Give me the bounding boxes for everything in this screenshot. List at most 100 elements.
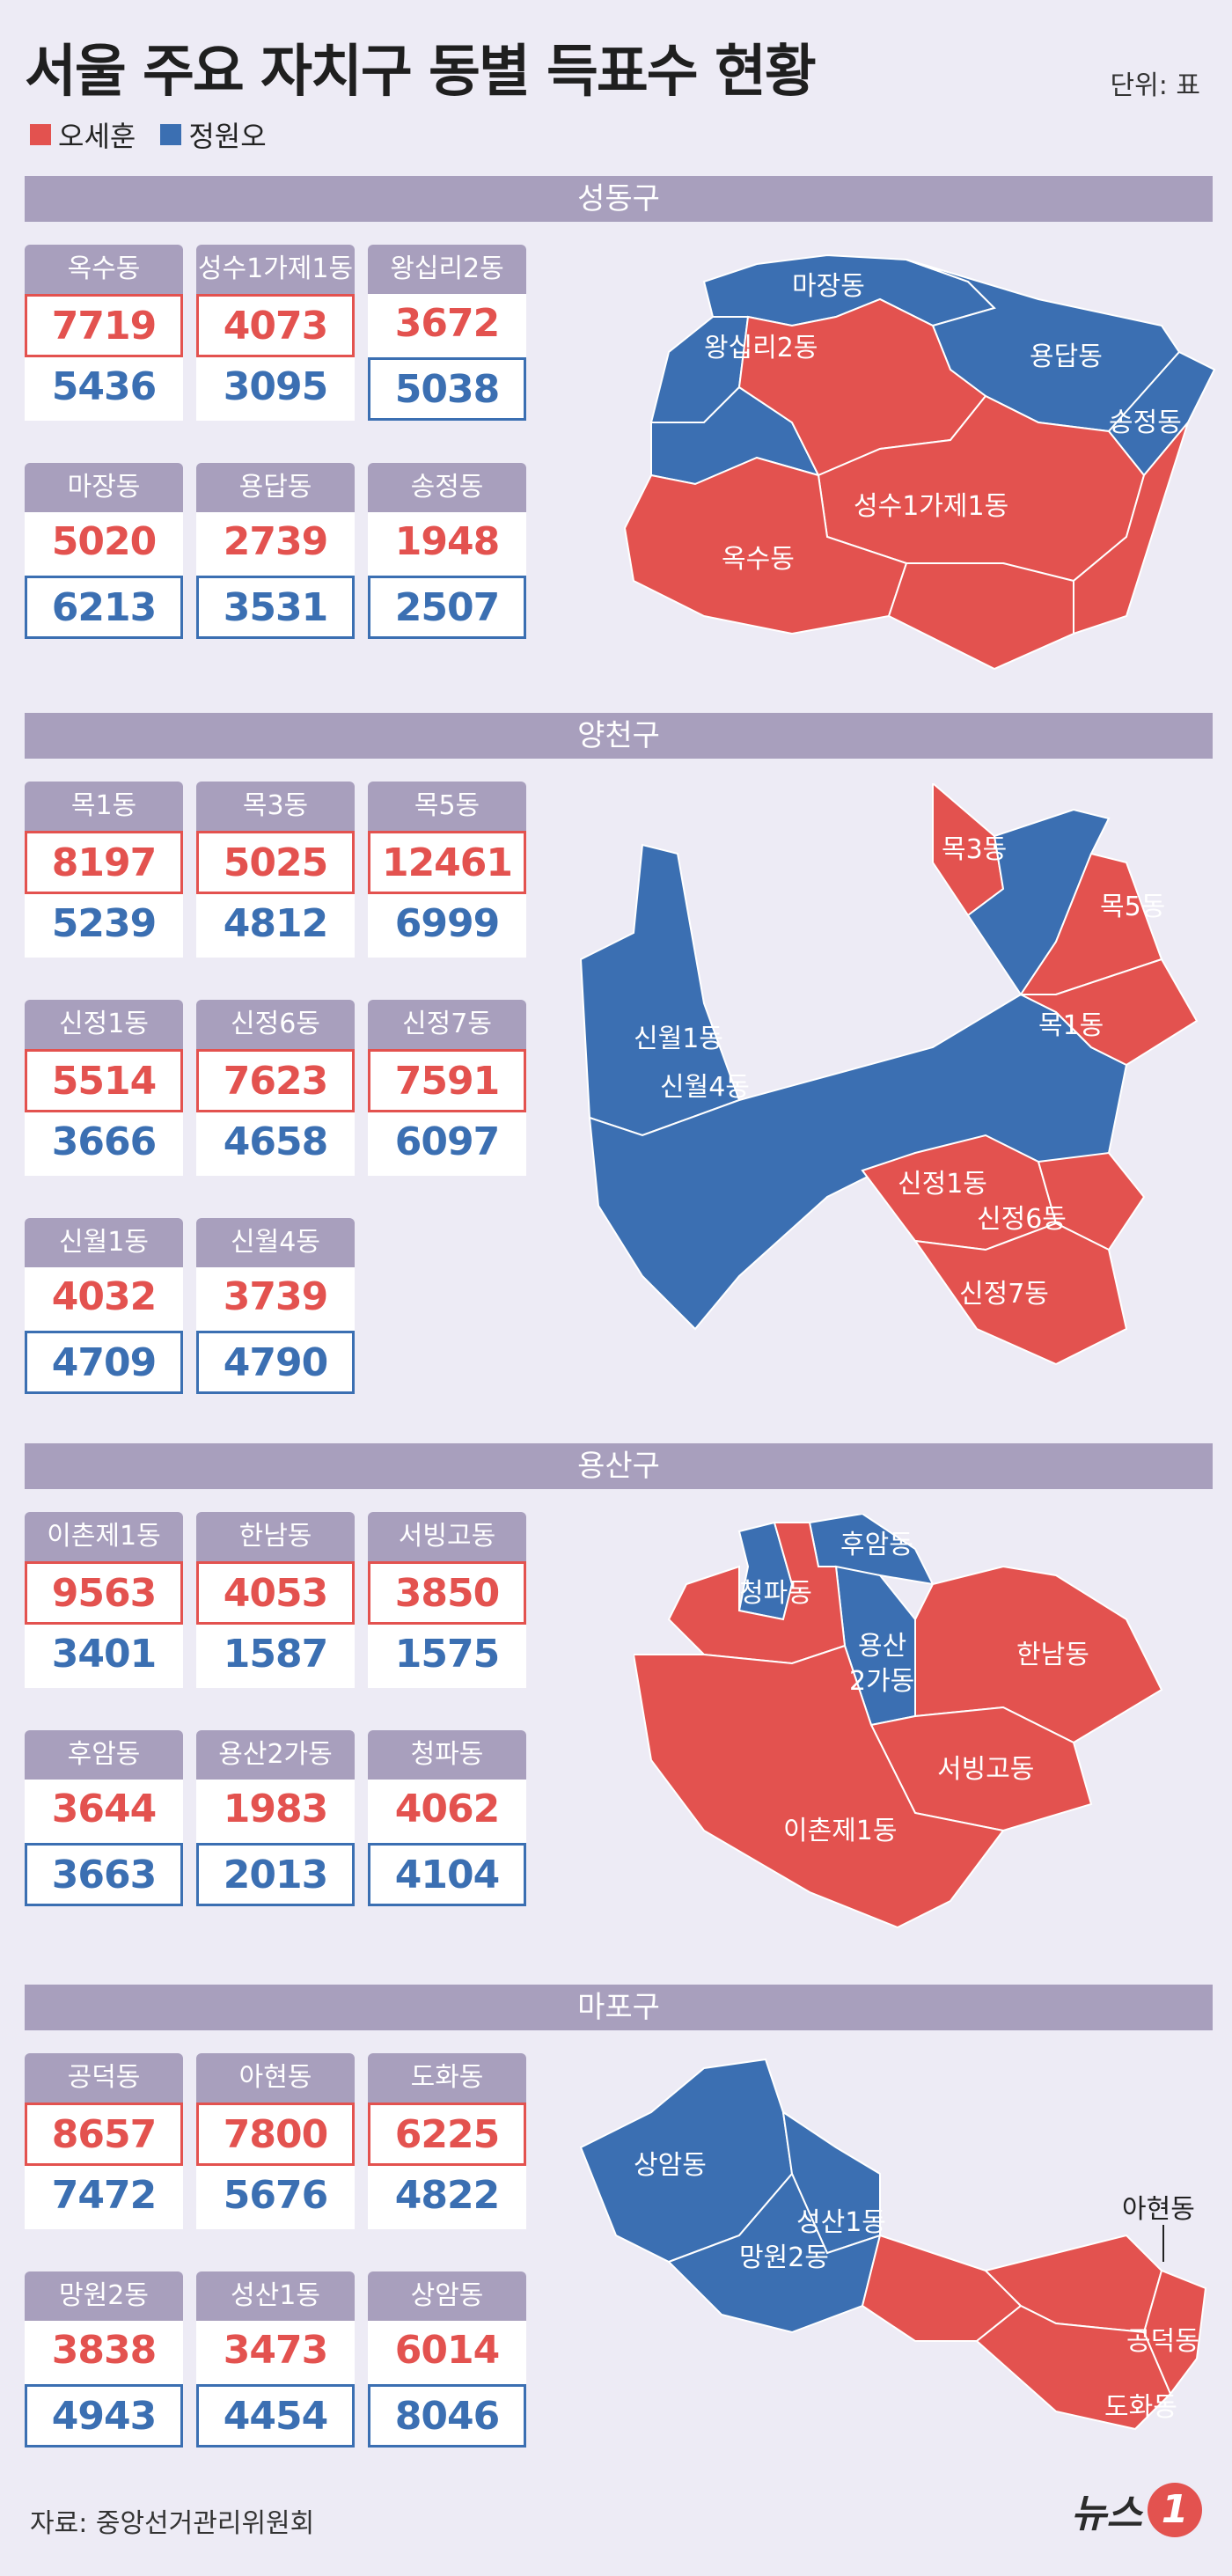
legend-label-jung: 정원오	[188, 120, 267, 153]
oh-votes: 1948	[368, 512, 526, 576]
dong-card: 마장동 5020 6213	[25, 463, 183, 639]
section-header-mapo: 마포구	[25, 1985, 1213, 2030]
dong-name: 송정동	[368, 463, 526, 512]
dong-name: 목3동	[196, 782, 355, 831]
dong-name: 아현동	[196, 2053, 355, 2103]
dong-name: 서빙고동	[368, 1512, 526, 1561]
jung-votes: 6213	[25, 576, 183, 639]
jung-votes: 3095	[196, 357, 355, 421]
dong-name: 상암동	[368, 2271, 526, 2321]
jung-votes: 7472	[25, 2166, 183, 2229]
source-note: 자료: 중앙선거관리위원회	[30, 2508, 315, 2539]
dong-name: 성산1동	[196, 2271, 355, 2321]
legend-label-oh: 오세훈	[58, 120, 136, 153]
oh-votes: 7591	[368, 1049, 526, 1112]
oh-votes: 3672	[368, 294, 526, 357]
dong-card: 한남동 4053 1587	[196, 1512, 355, 1688]
jung-votes: 3666	[25, 1112, 183, 1176]
dong-card: 성산1동 3473 4454	[196, 2271, 355, 2448]
map-region-ichon1	[634, 1644, 1005, 1929]
map-label-wangsimni: 왕십리2동	[704, 333, 818, 363]
map-label-sangam: 상암동	[634, 2150, 707, 2181]
jung-votes: 5436	[25, 357, 183, 421]
map-label-gongdeok: 공덕동	[1126, 2326, 1199, 2357]
map-label-mok3: 목3동	[942, 834, 1007, 865]
dong-name: 목5동	[368, 782, 526, 831]
oh-votes: 4053	[196, 1561, 355, 1625]
oh-votes: 9563	[25, 1561, 183, 1625]
dong-card: 옥수동 7719 5436	[25, 245, 183, 421]
oh-votes: 6225	[368, 2103, 526, 2166]
dong-card: 서빙고동 3850 1575	[368, 1512, 526, 1688]
oh-votes: 7800	[196, 2103, 355, 2166]
jung-votes: 3663	[25, 1843, 183, 1906]
jung-votes: 3531	[196, 576, 355, 639]
jung-votes: 4658	[196, 1112, 355, 1176]
oh-votes: 3850	[368, 1561, 526, 1625]
section-yongsan: 용산구 이촌제1동 9563 3401 한남동 4053 1587 서빙고동 3850 1575…	[25, 1443, 1213, 1963]
oh-votes: 3473	[196, 2321, 355, 2384]
map-region-sinjeong7	[913, 1222, 1128, 1366]
dong-name: 망원2동	[25, 2271, 183, 2321]
oh-votes: 5020	[25, 512, 183, 576]
jung-votes: 5676	[196, 2166, 355, 2229]
jung-votes: 4709	[25, 1331, 183, 1394]
legend-swatch-blue-icon	[160, 124, 182, 145]
oh-votes: 7719	[25, 294, 183, 357]
jung-votes: 5038	[368, 357, 526, 421]
map-label-mok1: 목1동	[1038, 1010, 1104, 1041]
dong-card: 성수1가제1동 4073 3095	[196, 245, 355, 421]
oh-votes: 8657	[25, 2103, 183, 2166]
map-label-yongdap: 용답동	[1030, 341, 1103, 372]
section-yangcheon: 양천구 목1동 8197 5239 목3동 5025 4812 목5동 12461 6999 신정…	[25, 713, 1213, 1417]
map-label-huam: 후암동	[840, 1530, 913, 1560]
dong-name: 청파동	[368, 1730, 526, 1780]
dong-card: 용산2가동 1983 2013	[196, 1730, 355, 1906]
dong-name: 공덕동	[25, 2053, 183, 2103]
map-label-majang: 마장동	[792, 271, 865, 302]
dong-card: 송정동 1948 2507	[368, 463, 526, 639]
dong-name: 왕십리2동	[368, 245, 526, 294]
jung-votes: 1587	[196, 1625, 355, 1688]
map-region-mok1	[1020, 958, 1199, 1067]
map-label-sinwol4: 신월4동	[660, 1072, 750, 1103]
section-seongdong: 성동구 옥수동 7719 5436 성수1가제1동 4073 3095 왕십리2동 3672 5…	[25, 176, 1216, 704]
map-label-cheongpa: 청파동	[739, 1578, 812, 1609]
map-label-ichon1: 이촌제1동	[783, 1816, 898, 1846]
map-seongdong: 마장동 왕십리2동 용답동 송정동 성수1가제1동 옥수동	[623, 253, 1216, 671]
dong-card: 청파동 4062 4104	[368, 1730, 526, 1906]
oh-votes: 4062	[368, 1780, 526, 1843]
dong-card: 상암동 6014 8046	[368, 2271, 526, 2448]
section-mapo: 마포구 공덕동 8657 7472 아현동 7800 5676 도화동 6225 4822 망원2…	[25, 1985, 1213, 2486]
jung-votes: 1575	[368, 1625, 526, 1688]
dong-card: 왕십리2동 3672 5038	[368, 245, 526, 421]
map-label-mok5: 목5동	[1100, 892, 1165, 922]
logo-mark-icon: 1	[1148, 2483, 1202, 2537]
legend-swatch-red-icon	[30, 124, 51, 145]
map-label-2gadong: 2가동	[849, 1666, 914, 1697]
jung-votes: 6999	[368, 894, 526, 958]
legend-item-oh: 오세훈	[30, 114, 136, 155]
jung-votes: 2507	[368, 576, 526, 639]
section-header-yongsan: 용산구	[25, 1443, 1213, 1489]
map-region-dohwa	[975, 2304, 1172, 2431]
oh-votes: 1983	[196, 1780, 355, 1843]
map-region-red-south	[887, 562, 1074, 671]
oh-votes: 5025	[196, 831, 355, 894]
oh-votes: 4073	[196, 294, 355, 357]
oh-votes: 6014	[368, 2321, 526, 2384]
dong-name: 마장동	[25, 463, 183, 512]
dong-name: 신정6동	[196, 1000, 355, 1049]
news1-logo: 뉴스 1	[1071, 2482, 1202, 2538]
dong-card: 이촌제1동 9563 3401	[25, 1512, 183, 1688]
oh-votes: 3644	[25, 1780, 183, 1843]
map-label-seobinggo: 서빙고동	[937, 1754, 1034, 1785]
dong-card: 신월4동 3739 4790	[196, 1218, 355, 1394]
map-label-sinwol1: 신월1동	[634, 1024, 723, 1054]
dong-name: 용산2가동	[196, 1730, 355, 1780]
dong-card: 신정1동 5514 3666	[25, 1000, 183, 1176]
jung-votes: 2013	[196, 1843, 355, 1906]
dong-name: 목1동	[25, 782, 183, 831]
map-region-hannam	[914, 1565, 1163, 1744]
jung-votes: 5239	[25, 894, 183, 958]
